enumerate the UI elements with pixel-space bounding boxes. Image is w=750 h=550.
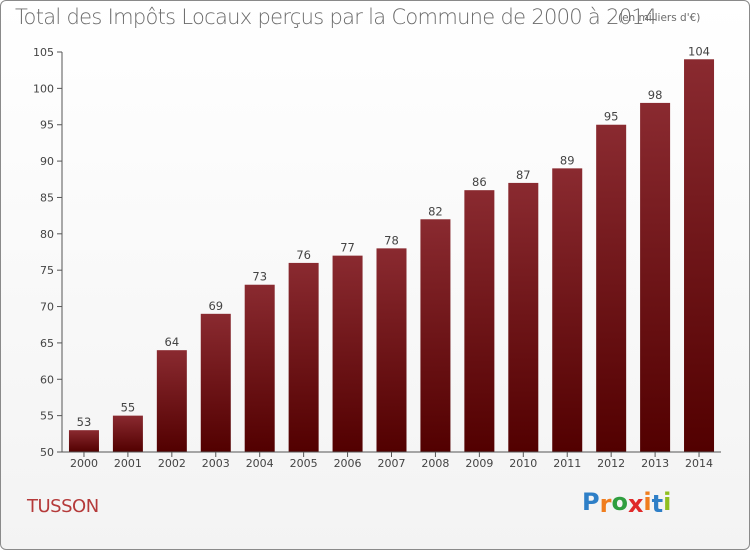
x-tick-label: 2009 (465, 457, 493, 470)
x-tick-label: 2001 (114, 457, 142, 470)
x-tick-label: 2002 (158, 457, 186, 470)
value-label-2000: 53 (77, 415, 92, 429)
bar-2014 (684, 59, 715, 452)
y-tick-label: 70 (40, 301, 54, 314)
x-tick-label: 2006 (334, 457, 362, 470)
x-tick-label: 2003 (202, 457, 230, 470)
chart-title: Total des Impôts Locaux perçus par la Co… (15, 5, 657, 29)
value-label-2008: 82 (428, 204, 443, 218)
y-tick-label: 50 (40, 446, 54, 459)
x-tick-label: 2011 (553, 457, 581, 470)
y-tick-label: 65 (40, 337, 54, 350)
logo-letter: t (651, 490, 664, 518)
proxiti-logo[interactable]: Proxiti (582, 488, 672, 518)
y-tick-label: 75 (40, 264, 54, 277)
x-tick-label: 2014 (685, 457, 713, 470)
unit-label: (en milliers d'€) (618, 12, 701, 24)
bar-2002 (156, 350, 187, 452)
x-tick-label: 2004 (246, 457, 274, 470)
y-tick-label: 95 (40, 119, 54, 132)
bar-2012 (596, 124, 627, 453)
value-label-2013: 98 (648, 88, 663, 102)
bar-2009 (464, 190, 495, 452)
x-tick-label: 2007 (378, 457, 406, 470)
value-label-2003: 69 (208, 299, 223, 313)
value-label-2007: 78 (384, 233, 399, 247)
value-label-2009: 86 (472, 175, 487, 189)
value-label-2005: 76 (296, 248, 311, 262)
value-label-2011: 89 (560, 153, 575, 167)
x-tick-label: 2008 (421, 457, 449, 470)
bar-2008 (420, 219, 451, 452)
bar-2011 (552, 168, 583, 452)
bar-2004 (244, 284, 275, 452)
x-tick-label: 2010 (509, 457, 537, 470)
y-tick-label: 85 (40, 191, 54, 204)
bar-2010 (508, 182, 539, 452)
bar-2007 (376, 248, 407, 452)
x-tick-label: 2000 (70, 457, 98, 470)
logo-letter: o (611, 488, 628, 516)
logo-letter: r (599, 490, 612, 518)
y-tick-label: 90 (40, 155, 54, 168)
value-label-2004: 73 (252, 270, 267, 284)
value-label-2014: 104 (688, 44, 710, 58)
value-label-2012: 95 (604, 110, 619, 124)
value-label-2006: 77 (340, 241, 355, 255)
logo-letter: i (663, 488, 672, 516)
x-tick-label: 2013 (641, 457, 669, 470)
value-label-2001: 55 (121, 401, 136, 415)
commune-name: TUSSON (27, 496, 99, 517)
bar-2013 (640, 102, 671, 452)
bar-2003 (200, 313, 231, 452)
x-tick-label: 2005 (290, 457, 318, 470)
bar-2000 (68, 430, 99, 452)
value-label-2010: 87 (516, 168, 531, 182)
y-tick-label: 60 (40, 373, 54, 386)
bar-2001 (112, 415, 143, 452)
y-tick-label: 55 (40, 410, 54, 423)
y-tick-label: 100 (33, 82, 54, 95)
logo-letter: P (582, 488, 600, 516)
y-tick-label: 80 (40, 228, 54, 241)
y-tick-label: 105 (33, 46, 54, 59)
logo-letter: i (643, 488, 652, 516)
x-tick-label: 2012 (597, 457, 625, 470)
logo-letter: x (627, 490, 644, 518)
value-label-2002: 64 (165, 335, 180, 349)
bar-2006 (332, 255, 363, 452)
bar-2005 (288, 262, 319, 452)
